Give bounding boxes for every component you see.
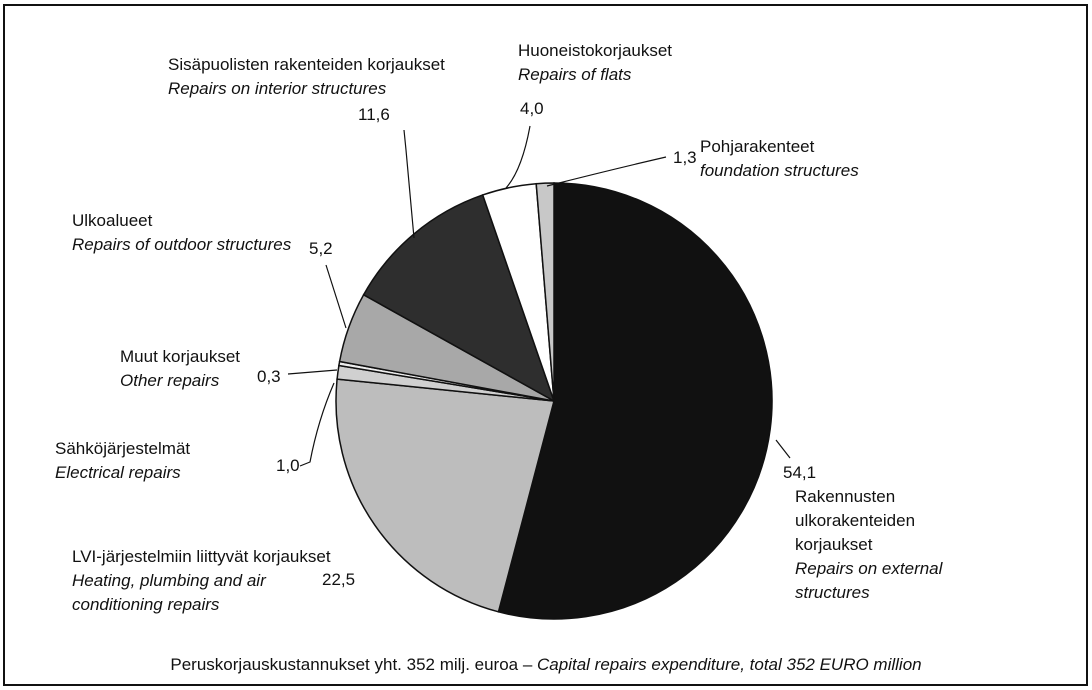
- slice-label: Sähköjärjestelmät: [55, 439, 190, 458]
- value-label: 4,0: [520, 99, 544, 118]
- line: Ulkoalueet: [72, 211, 153, 230]
- slice-label: Rakennusten ulkorakenteiden korjaukset: [795, 487, 920, 554]
- line: conditioning repairs: [72, 595, 220, 614]
- leader-line: [775, 439, 791, 459]
- slice-label-en: Repairs of outdoor structures: [72, 235, 292, 254]
- caption: Peruskorjauskustannukset yht. 352 milj. …: [170, 655, 921, 674]
- line: LVI-järjestelmiin liittyvät korjaukset: [72, 547, 331, 566]
- line: Rakennusten: [795, 487, 900, 506]
- slice-label-en: Electrical repairs: [55, 463, 181, 482]
- slice-label: Sisäpuolisten rakenteiden korjaukset: [168, 55, 445, 74]
- line: Sähköjärjestelmät: [55, 439, 190, 458]
- value-label: 1,3: [673, 148, 697, 167]
- line: Other repairs: [120, 371, 220, 390]
- slice-label: Huoneistokorjaukset: [518, 41, 672, 60]
- line: Muut korjaukset: [120, 347, 240, 366]
- line: structures: [795, 583, 870, 602]
- leader-line: [505, 125, 531, 189]
- value-label: 5,2: [309, 239, 333, 258]
- slice-label-en: foundation structures: [700, 161, 859, 180]
- line: Sisäpuolisten rakenteiden korjaukset: [168, 55, 445, 74]
- leader-line: [287, 369, 338, 375]
- caption-fi: Peruskorjauskustannukset yht. 352 milj. …: [170, 655, 537, 674]
- line: ulkorakenteiden: [795, 511, 920, 530]
- slice-label: Pohjarakenteet: [700, 137, 815, 156]
- caption-en: Capital repairs expenditure, total 352 E…: [537, 655, 922, 674]
- line: Repairs on interior structures: [168, 79, 387, 98]
- value-label: 22,5: [322, 570, 355, 589]
- slice-label-en: Other repairs: [120, 371, 220, 390]
- line: foundation structures: [700, 161, 859, 180]
- pie-slice: [497, 182, 773, 620]
- value-label: 54,1: [783, 463, 816, 482]
- line: korjaukset: [795, 535, 873, 554]
- slice-label: Ulkoalueet: [72, 211, 153, 230]
- pie-slice: [535, 182, 555, 402]
- value-label: 11,6: [358, 105, 390, 124]
- slice-label-en: Heating, plumbing and air conditioning r…: [72, 571, 270, 614]
- line: Electrical repairs: [55, 463, 181, 482]
- leader-line: [403, 129, 415, 239]
- value-label: 0,3: [257, 367, 281, 386]
- leader-line: [299, 382, 335, 467]
- value-label: 1,0: [276, 456, 300, 475]
- pie-slice: [335, 378, 555, 613]
- leader-line: [546, 156, 667, 187]
- slice-label-en: Repairs of flats: [518, 65, 632, 84]
- line: Repairs on external: [795, 559, 947, 578]
- line: Repairs of outdoor structures: [72, 235, 292, 254]
- line: Huoneistokorjaukset: [518, 41, 672, 60]
- line: Repairs of flats: [518, 65, 632, 84]
- slice-label: LVI-järjestelmiin liittyvät korjaukset: [72, 547, 331, 566]
- slice-label-en: Repairs on interior structures: [168, 79, 387, 98]
- line: Pohjarakenteet: [700, 137, 815, 156]
- slice-label: Muut korjaukset: [120, 347, 240, 366]
- line: Heating, plumbing and air: [72, 571, 270, 590]
- slice-label-en: Repairs on external structures: [795, 559, 947, 602]
- leader-line: [325, 264, 347, 329]
